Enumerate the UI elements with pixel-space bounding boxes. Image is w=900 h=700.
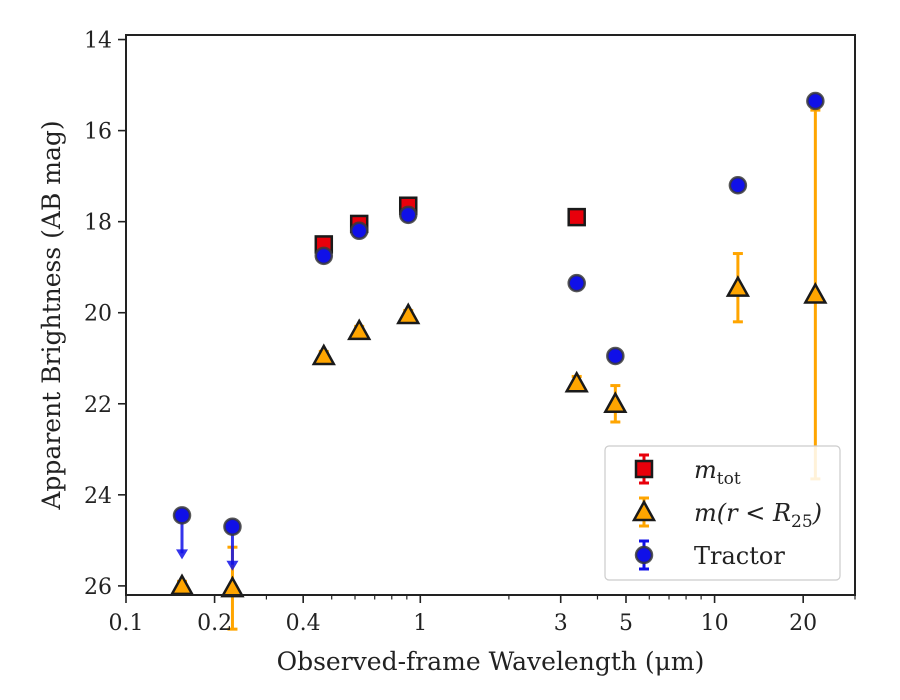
circle-point	[806, 91, 825, 111]
x-tick-label: 10	[701, 611, 729, 636]
x-tick-label: 20	[789, 611, 817, 636]
square-point	[567, 207, 586, 227]
legend-label-subscript: tot	[717, 469, 741, 489]
y-tick-label: 18	[84, 211, 112, 236]
triangle-point	[220, 575, 245, 598]
triangle-point	[725, 275, 751, 297]
legend: mtot m(r < R25) Tractor	[604, 445, 841, 581]
x-tick-label: 0.1	[109, 611, 144, 636]
x-axis-label: Observed-frame Wavelength (μm)	[277, 647, 705, 676]
triangle-point	[396, 302, 421, 325]
triangle-point	[169, 573, 195, 596]
triangle-point	[347, 318, 372, 341]
y-tick-label: 22	[84, 393, 112, 418]
upper-limit-arrowhead	[176, 549, 189, 560]
legend-label-1: m(r < R25)	[694, 499, 822, 532]
circle-point	[728, 175, 748, 195]
triangle-point	[803, 281, 828, 304]
x-tick-label: 5	[619, 611, 633, 636]
plot-frame	[125, 34, 856, 596]
circle-point	[398, 205, 418, 225]
legend-label-0: mtot	[694, 456, 741, 489]
triangle-point	[564, 370, 589, 393]
y-tick-label: 20	[84, 302, 112, 327]
x-tick-label: 1	[413, 611, 427, 636]
upper-limit-arrowhead	[226, 560, 239, 571]
legend-label-main: m	[694, 456, 717, 484]
x-tick-label: 0.2	[197, 611, 232, 636]
circle-point	[567, 273, 586, 293]
legend-box	[604, 445, 841, 581]
y-tick-label: 24	[84, 484, 112, 509]
triangle-point	[603, 391, 628, 414]
legend-label-subscript: 25	[791, 512, 813, 532]
legend-circle-marker	[634, 545, 654, 565]
series-circle	[172, 91, 825, 571]
series-triangle	[169, 108, 828, 631]
y-tick-label: 26	[84, 575, 112, 600]
triangle-point	[311, 343, 336, 366]
legend-label-main: Tractor	[694, 542, 785, 570]
circle-point	[172, 506, 192, 525]
x-tick-label: 3	[554, 611, 568, 636]
legend-label-main: m(r < R	[694, 499, 791, 527]
circle-point	[349, 221, 369, 241]
legend-label-tail: )	[812, 499, 822, 527]
circle-point	[314, 246, 334, 266]
plot-marks	[169, 91, 828, 631]
legend-label-2: Tractor	[694, 542, 785, 570]
y-tick-label: 16	[84, 120, 112, 145]
y-tick-label: 14	[84, 29, 112, 54]
y-axis-label: Apparent Brightness (AB mag)	[37, 120, 66, 510]
axis-ticks: 0.1 0.2 0.4 1 3 5 10 20 14 16 18 20 22 24 26	[84, 29, 856, 636]
circle-point	[223, 517, 242, 536]
circle-point	[606, 346, 625, 366]
legend-triangle-marker	[631, 499, 657, 522]
legend-square-marker	[634, 459, 654, 479]
x-tick-label: 0.4	[286, 611, 321, 636]
